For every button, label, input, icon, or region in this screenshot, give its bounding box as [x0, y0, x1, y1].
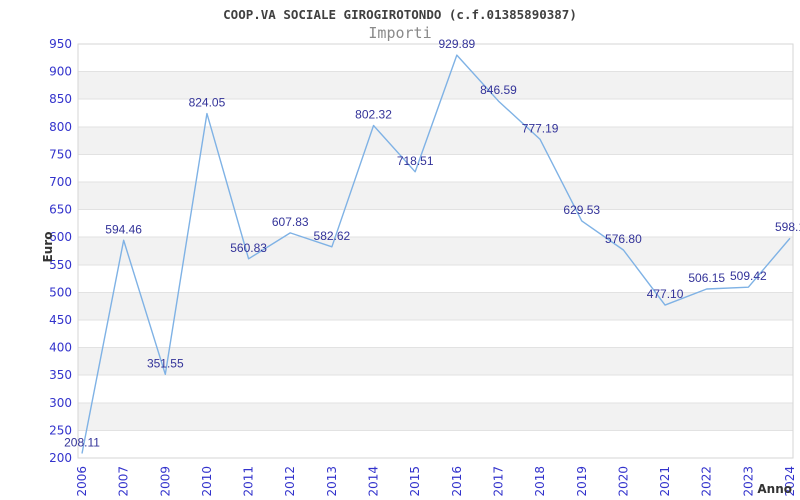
series-line: [81, 54, 791, 454]
point-label: 598.1: [775, 220, 800, 234]
point-label: 208.11: [64, 436, 100, 450]
y-tick-label: 250: [49, 423, 72, 437]
point-label: 629.53: [563, 203, 600, 217]
point-label: 824.05: [189, 96, 226, 110]
x-tick-label: 2024: [783, 466, 797, 497]
y-tick-label: 900: [49, 65, 72, 79]
point-label: 846.59: [480, 83, 517, 97]
point-label: 477.10: [647, 287, 684, 301]
point-label: 576.80: [605, 232, 642, 246]
x-tick-label: 2007: [117, 466, 131, 497]
x-tick-label: 2016: [450, 466, 464, 497]
y-tick-label: 650: [49, 203, 72, 217]
x-tick-label: 2009: [158, 466, 172, 497]
plot-border: [77, 43, 794, 459]
y-tick-label: 750: [49, 147, 72, 161]
plot-band: [78, 347, 793, 376]
x-tick-label: 2023: [741, 466, 755, 497]
point-label: 506.15: [688, 271, 725, 285]
y-tick-label: 850: [49, 92, 72, 106]
x-tick-label: 2021: [658, 466, 672, 497]
point-label: 351.55: [147, 356, 184, 370]
point-label: 582.62: [314, 229, 351, 243]
plot-band: [78, 237, 793, 265]
y-tick-label: 600: [49, 230, 72, 244]
x-tick-label: 2019: [575, 466, 589, 497]
x-tick-label: 2020: [616, 466, 630, 497]
x-tick-label: 2014: [367, 466, 381, 497]
chart-title: COOP.VA SOCIALE GIROGIROTONDO (c.f.01385…: [223, 7, 577, 22]
point-label: 594.46: [105, 222, 142, 236]
y-tick-label: 200: [49, 451, 72, 465]
point-label: 777.19: [522, 121, 559, 135]
chart-subtitle: Importi: [368, 24, 432, 42]
x-tick-label: 2017: [491, 466, 505, 497]
x-tick-label: 2013: [325, 466, 339, 497]
x-tick-label: 2015: [408, 466, 422, 497]
x-axis-title: Anno: [757, 482, 792, 496]
y-tick-label: 400: [49, 341, 72, 355]
x-tick-label: 2006: [75, 466, 89, 497]
point-label: 929.89: [438, 37, 475, 51]
y-tick-label: 450: [49, 313, 72, 327]
y-tick-label: 700: [49, 175, 72, 189]
plot-band: [78, 71, 793, 100]
y-tick-label: 500: [49, 285, 72, 299]
x-tick-label: 2022: [700, 466, 714, 497]
x-tick-label: 2012: [283, 466, 297, 497]
y-tick-label: 950: [49, 37, 72, 51]
plot-band: [78, 182, 793, 210]
point-label: 718.51: [397, 154, 434, 168]
point-label: 607.83: [272, 215, 309, 229]
plot-band: [78, 292, 793, 320]
y-tick-label: 800: [49, 120, 72, 134]
plot-band: [78, 126, 793, 155]
x-tick-label: 2010: [200, 466, 214, 497]
x-tick-label: 2018: [533, 466, 547, 497]
plot-band: [78, 402, 793, 431]
y-tick-label: 350: [49, 368, 72, 382]
y-tick-label: 550: [49, 258, 72, 272]
y-axis-title: Euro: [41, 232, 55, 263]
x-tick-label: 2011: [242, 466, 256, 497]
point-label: 802.32: [355, 108, 392, 122]
point-label: 509.42: [730, 269, 767, 283]
y-tick-label: 300: [49, 396, 72, 410]
point-label: 560.83: [230, 241, 267, 255]
